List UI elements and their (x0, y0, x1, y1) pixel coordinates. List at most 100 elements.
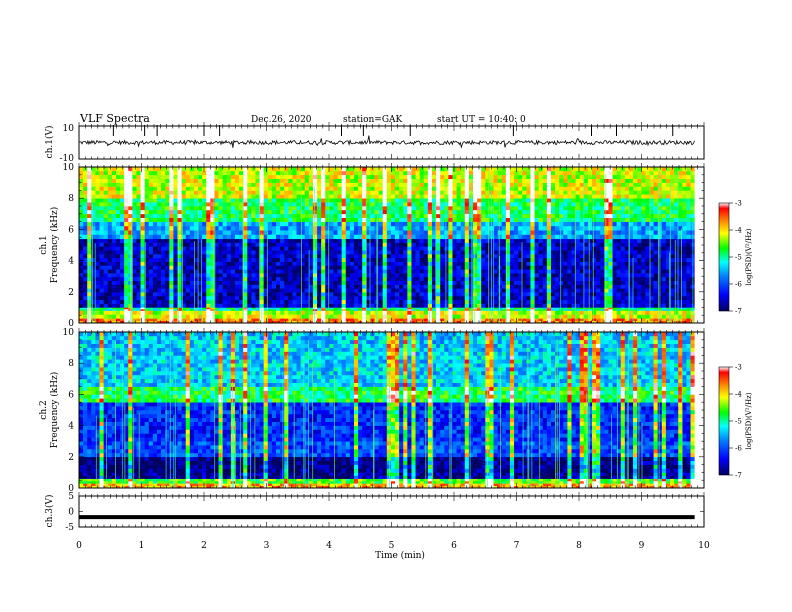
spectrogram-cell (255, 254, 260, 259)
spectrogram-cell (579, 225, 585, 231)
spectrogram-cell (193, 288, 199, 293)
spectrogram-cell (198, 295, 203, 301)
spectrogram-cell (222, 250, 228, 255)
spectrogram-cell (333, 221, 338, 227)
spectrogram-cell (477, 273, 482, 278)
spectrogram-cell (325, 288, 330, 293)
spectrogram-cell (423, 221, 429, 227)
spectrogram-cell (530, 238, 535, 243)
spectrogram-cell (337, 288, 342, 293)
spectrogram-cell (456, 213, 461, 218)
spectrogram-cell (620, 246, 626, 251)
spectrogram-cell (296, 246, 301, 251)
spectrogram-cell (353, 261, 359, 266)
spectrogram-cell (423, 273, 429, 278)
spectrogram-cell (587, 225, 593, 231)
spectrogram-cell (645, 221, 650, 227)
spectrogram-cell (620, 254, 626, 259)
spectrogram-cell (481, 230, 486, 235)
spectrogram-cell (271, 307, 277, 310)
spectrogram-cell (448, 257, 453, 262)
spectrogram-cell (653, 242, 658, 247)
spectrogram-cell (111, 308, 117, 311)
spectrogram-cell (107, 246, 113, 251)
spectrogram-cell (230, 280, 236, 285)
spectrogram-cell (79, 273, 84, 278)
spectrogram-cell (251, 318, 256, 321)
spectrogram-cell (567, 246, 572, 251)
spectrogram-cell (592, 234, 597, 240)
spectrogram-cell (115, 206, 121, 211)
spectrogram-cell (637, 209, 642, 215)
spectrogram-cell (111, 238, 117, 243)
spectrogram-cell (514, 254, 519, 259)
spectrogram-cell (296, 307, 301, 310)
spectrogram-cell (259, 213, 264, 218)
spectrogram-cell (534, 234, 539, 240)
spectrogram-cell (222, 257, 228, 262)
spectrogram-cell (189, 295, 195, 301)
spectrogram-cell (341, 242, 347, 247)
spectrogram-cell (526, 303, 531, 308)
spectrogram-cell (460, 257, 466, 262)
spectrogram-cell (427, 257, 433, 262)
spectrogram-cell (473, 288, 478, 293)
spectrogram-cell (555, 280, 560, 285)
spectrogram-cell (284, 284, 289, 289)
spectrogram-cell (280, 318, 285, 321)
spectrogram-cell (583, 276, 589, 281)
spectrogram-cell (604, 273, 609, 278)
spectrogram-cell (280, 308, 285, 311)
spectrogram-cell (136, 320, 141, 324)
spectrogram-cell (641, 295, 646, 301)
spectrogram-cell (280, 292, 285, 297)
spectrogram-cell (132, 265, 137, 270)
spectrogram-cell (107, 225, 113, 231)
spectrogram-cell (370, 246, 375, 251)
spectrogram-cell (612, 234, 617, 240)
spectrogram-cell (604, 213, 609, 218)
spectrogram-cell (87, 209, 92, 215)
spectrogram-cell (345, 269, 351, 274)
spectrogram-cell (378, 246, 383, 251)
spectrogram-cell (587, 308, 593, 311)
spectrogram-cell (152, 217, 158, 222)
spectrogram-cell (395, 213, 400, 218)
spectrogram-cell (538, 308, 544, 311)
spectrogram-cell (251, 303, 256, 308)
spectrogram-cell (620, 299, 626, 304)
spectrogram-cell (555, 318, 560, 321)
spectrogram-cell (296, 276, 301, 281)
spectrogram-cell (661, 209, 667, 215)
spectrogram-cell (362, 308, 367, 311)
spectrogram-cell (670, 308, 675, 311)
spectrogram-cell (550, 303, 556, 308)
spectrogram-cell (608, 254, 613, 259)
spectrogram-cell (111, 292, 117, 297)
spectrogram-cell (559, 284, 564, 289)
spectrogram-cell (177, 230, 182, 235)
spectrogram-cell (107, 221, 113, 227)
spectrogram-cell (399, 234, 404, 240)
spectrogram-cell (444, 246, 449, 251)
spectrogram-cell (674, 269, 679, 274)
spectrogram-cell (583, 230, 589, 235)
spectrogram-cell (633, 242, 638, 247)
spectrogram-cell (546, 225, 552, 231)
spectrogram-cell (321, 288, 326, 293)
spectrogram-cell (243, 209, 248, 215)
spectrogram-cell (386, 250, 392, 255)
spectrogram-cell (427, 299, 433, 304)
spectrogram-cell (674, 318, 679, 321)
spectrogram-cell (575, 310, 580, 315)
spectrogram-cell (583, 314, 589, 319)
spectrogram-cell (473, 280, 478, 285)
spectrogram-cell (674, 314, 679, 319)
ch1-waveform-panel: 10 -10 ch.1(V) (44, 122, 705, 164)
spectrogram-cell (87, 295, 92, 301)
spectrogram-cell (571, 269, 576, 274)
spectrogram-cell (399, 254, 404, 259)
spectrogram-cell (321, 273, 326, 278)
spectrogram-cell (202, 221, 207, 227)
spectrogram-cell (616, 250, 622, 255)
